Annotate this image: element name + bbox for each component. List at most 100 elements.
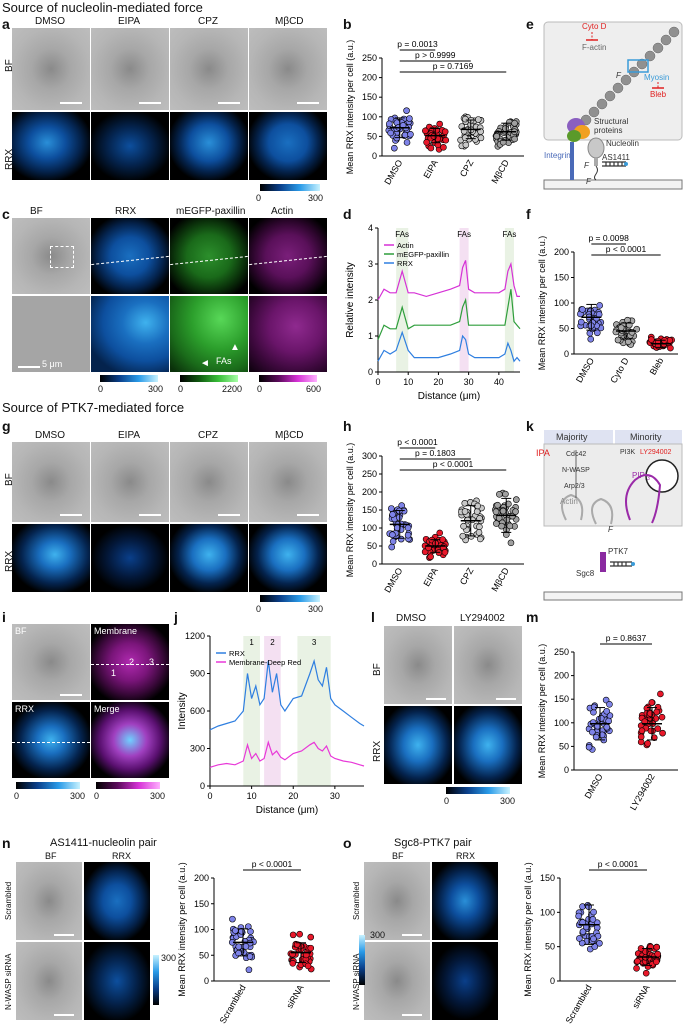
membrane-image-i: Membrane 1 2 3 xyxy=(91,624,169,700)
structural-proteins-e xyxy=(567,118,590,142)
data-point xyxy=(403,139,411,146)
x-axis-label: Distance (μm) xyxy=(418,391,480,402)
panel-letter-i: i xyxy=(2,609,6,625)
data-point xyxy=(246,953,254,960)
title-n: AS1411-nucleolin pair xyxy=(50,837,157,849)
colorbar-g-max: 300 xyxy=(308,604,324,614)
integrin-e xyxy=(570,142,574,180)
row-label-scrambled-n: Scrambled xyxy=(4,881,13,920)
data-point xyxy=(596,939,603,947)
label-ptk7: PTK7 xyxy=(608,547,629,556)
data-point xyxy=(513,496,520,503)
data-point xyxy=(596,302,603,309)
row-label-bf-l: BF xyxy=(372,663,383,676)
rrx-image-scrambled-n xyxy=(84,862,150,940)
x-tick-label: Bleb xyxy=(648,356,666,377)
data-point xyxy=(597,715,605,722)
data-point xyxy=(507,539,515,547)
rrx-image-cpz-a xyxy=(170,112,248,180)
data-point xyxy=(511,135,518,143)
ptk7-k xyxy=(600,552,606,572)
colorbar-rrx-c-min: 0 xyxy=(98,384,104,394)
x-tick-label: DMSO xyxy=(583,772,605,800)
myosin-box-e xyxy=(627,59,649,73)
data-point xyxy=(633,965,640,972)
label-bf-i: BF xyxy=(15,626,27,636)
data-point xyxy=(477,134,485,142)
y-axis-label: Mean RRX intensity per cell (a.u.) xyxy=(177,862,187,997)
series-line xyxy=(209,740,365,768)
header-bf-n: BF xyxy=(45,851,57,861)
data-point xyxy=(647,943,654,951)
y-tick-label: 100 xyxy=(362,523,377,533)
substrate-k xyxy=(543,591,683,601)
cond-label-cpz-a: CPZ xyxy=(198,16,218,27)
panel-letter-j: j xyxy=(174,609,178,625)
rrx-image-cpz-g xyxy=(170,524,248,592)
label-eipa-k: EIPA xyxy=(536,448,550,458)
rrx-zoom-c xyxy=(91,296,169,372)
rrx-image-mbcd-a xyxy=(249,112,327,180)
chart-svg: 0 50 100 150 200 250 Mean RRX intensity per ce… xyxy=(537,633,678,812)
panel-letter-h: h xyxy=(343,418,352,434)
panel-letter-n: n xyxy=(2,835,11,851)
y-tick-label: 200 xyxy=(362,487,377,497)
roi-2-label: 2 xyxy=(129,657,135,667)
label-majority: Majority xyxy=(556,432,588,442)
bf-image-mbcd-g xyxy=(249,442,327,522)
shaded-region xyxy=(297,636,331,786)
header-dmso-l: DMSO xyxy=(396,613,426,624)
y-tick-label: 300 xyxy=(190,744,205,754)
y-tick-label: 0 xyxy=(564,765,569,775)
x-tick-label: 10 xyxy=(403,377,413,387)
region-label: 1 xyxy=(249,638,254,647)
label-merge-i: Merge xyxy=(94,704,120,714)
chart-d: FAs FAs FAs 0 1 2 3 4 0 10 20 30 40 Distance (μm) Rela… xyxy=(344,212,526,402)
data-point xyxy=(653,958,660,966)
colorbar-rrx-i xyxy=(16,782,80,789)
label-pi3k: PI3K xyxy=(620,449,636,456)
header-bf-o: BF xyxy=(392,851,404,861)
data-point xyxy=(650,734,658,742)
shaded-region xyxy=(459,228,469,372)
data-point xyxy=(511,119,518,127)
chart-o: 0 50 100 150 Mean RRX intensity per cell (a.… xyxy=(522,850,682,1025)
data-point xyxy=(442,136,450,144)
y-tick-label: 100 xyxy=(362,112,377,122)
data-point xyxy=(612,328,620,336)
rrx-image-nwasp-o xyxy=(432,942,498,1020)
y-tick-label: 2 xyxy=(368,295,373,305)
y-axis-label: Mean RRX intensity per cell (a.u.) xyxy=(537,644,547,779)
pip3-membrane-k xyxy=(625,474,662,524)
rrx-image-c xyxy=(91,218,169,294)
data-point xyxy=(587,335,595,343)
data-point xyxy=(617,324,625,331)
arrow-up-icon: ▲ xyxy=(230,342,240,353)
panel-letter-c: c xyxy=(2,206,10,222)
paxillin-image-c xyxy=(170,218,248,294)
dna-tether-k xyxy=(610,561,632,567)
series-line xyxy=(377,330,521,363)
pvalue-label: p = 0.8637 xyxy=(606,633,647,643)
colorbar-membrane-i xyxy=(96,782,160,789)
legend-label: Membrane-Deep Red xyxy=(229,658,301,667)
colorbar-rrx-c-max: 300 xyxy=(148,384,164,394)
chart-m: 0 50 100 150 200 250 Mean RRX intensity per ce… xyxy=(536,624,684,814)
data-point xyxy=(391,144,398,152)
row-label-nwasp-n: N-WASP siRNA xyxy=(4,953,13,1010)
data-point xyxy=(461,134,469,142)
data-point xyxy=(577,318,585,326)
label-rrx-i: RRX xyxy=(15,704,35,714)
colorbar-pax-c-min: 0 xyxy=(178,384,184,394)
bf-image-scrambled-n xyxy=(16,862,82,940)
header-rrx-n: RRX xyxy=(112,851,132,861)
label-f-e3: F xyxy=(586,177,592,186)
x-tick-label: 20 xyxy=(288,791,298,801)
data-point xyxy=(499,138,507,146)
data-point xyxy=(591,943,599,950)
bf-image-nwasp-o xyxy=(364,942,430,1020)
data-point xyxy=(499,507,507,515)
header-ly-l: LY294002 xyxy=(460,613,505,624)
